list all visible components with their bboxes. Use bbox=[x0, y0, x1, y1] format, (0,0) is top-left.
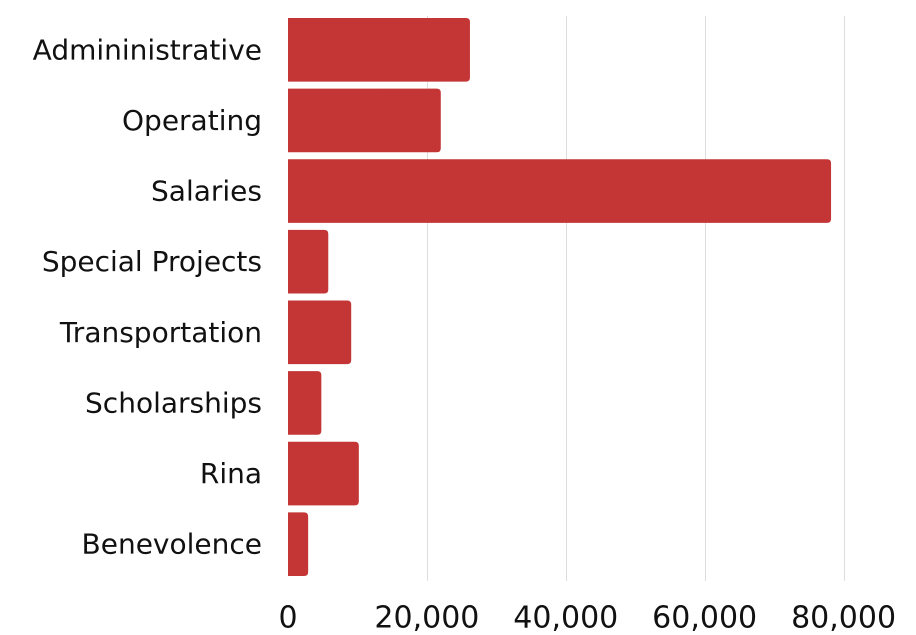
x-axis-tick-labels: 0 20,000 40,000 60,000 80,000 bbox=[278, 601, 896, 635]
bar-layer bbox=[288, 18, 832, 576]
x-tick-label-4: 80,000 bbox=[791, 601, 896, 635]
category-label-special-projects: Special Projects bbox=[42, 245, 262, 278]
bar-rina bbox=[288, 441, 359, 506]
bar-special-projects bbox=[288, 229, 329, 294]
category-label-benevolence: Benevolence bbox=[82, 528, 262, 561]
category-labels: Admininistrative Operating Salaries Special… bbox=[33, 33, 262, 560]
bar-transportation bbox=[288, 300, 352, 365]
bar-scholarships bbox=[288, 371, 322, 435]
x-tick-label-3: 60,000 bbox=[652, 601, 757, 635]
category-label-admininistrative: Admininistrative bbox=[33, 33, 262, 66]
category-label-salaries: Salaries bbox=[151, 175, 262, 208]
grid-layer bbox=[427, 16, 845, 581]
category-label-operating: Operating bbox=[122, 104, 262, 137]
bar-operating bbox=[288, 88, 441, 153]
x-tick-label-2: 40,000 bbox=[513, 601, 618, 635]
x-tick-label-1: 20,000 bbox=[374, 601, 479, 635]
bar-salaries bbox=[288, 159, 832, 223]
x-tick-label-0: 0 bbox=[278, 601, 297, 635]
category-label-transportation: Transportation bbox=[59, 316, 262, 349]
category-label-scholarships: Scholarships bbox=[85, 386, 262, 419]
category-label-rina: Rina bbox=[200, 457, 262, 490]
bar-admininistrative bbox=[288, 18, 470, 82]
bar-benevolence bbox=[288, 512, 309, 576]
